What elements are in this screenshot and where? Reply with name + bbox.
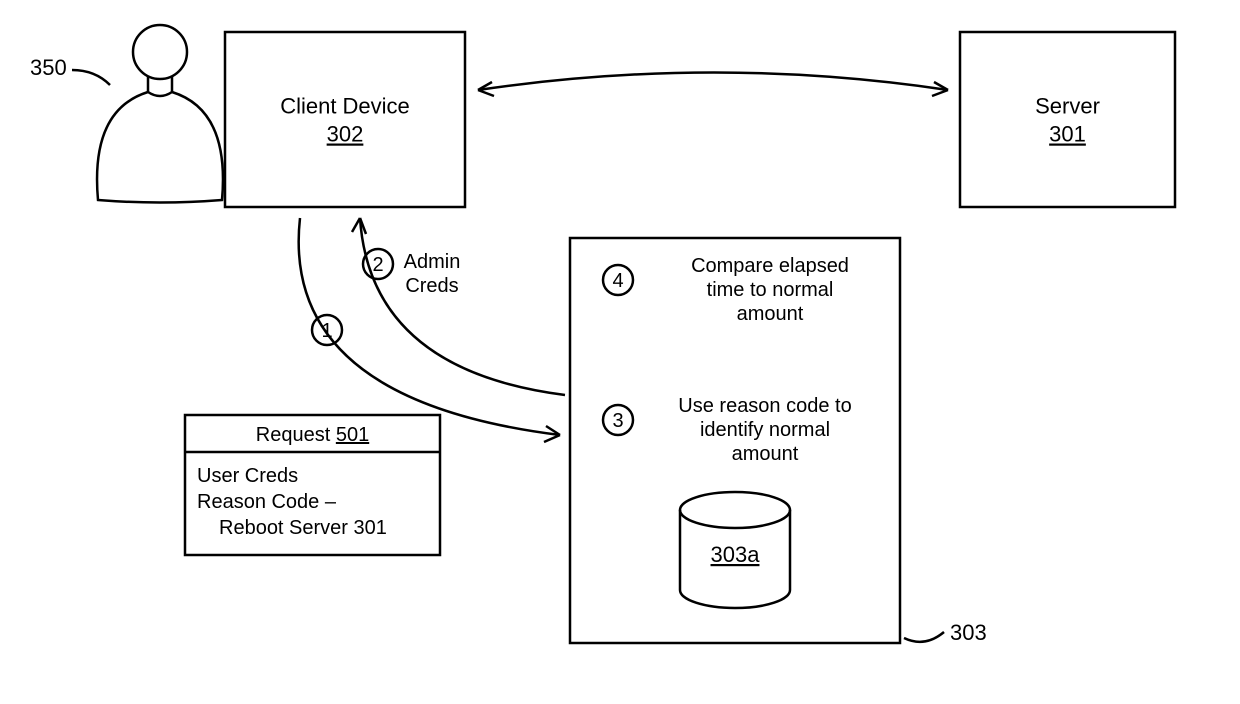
step-3: 3 Use reason code to identify normal amo…: [603, 395, 852, 465]
step-3-line1: Use reason code to: [678, 395, 851, 417]
user-head: [133, 25, 187, 79]
server-rect: [960, 32, 1175, 207]
server-box: Server 301: [960, 32, 1175, 207]
step-3-line2: identify normal: [700, 419, 830, 441]
user-body: [97, 92, 223, 203]
step-4-line3: amount: [737, 303, 804, 325]
step-3-num: 3: [612, 410, 623, 432]
request-line3: Reboot Server 301: [219, 517, 387, 539]
step-2-num: 2: [372, 254, 383, 276]
step-2-line1: Admin: [404, 251, 461, 273]
database-cylinder-icon: 303a: [680, 492, 790, 608]
cylinder-top: [680, 492, 790, 528]
request-title-prefix: Request: [256, 424, 336, 446]
request-line2: Reason Code –: [197, 491, 337, 513]
top-arrow-path: [478, 73, 948, 91]
arrow-response: [352, 218, 565, 395]
client-rect: [225, 32, 465, 207]
client-server-arrow: [478, 73, 948, 97]
user-leader: [72, 70, 110, 85]
step-4-num: 4: [612, 270, 623, 292]
step-3-line3: amount: [732, 443, 799, 465]
processor-leader: [904, 632, 944, 642]
arrow2-path: [360, 218, 565, 395]
server-id: 301: [1049, 122, 1086, 147]
step-4-line1: Compare elapsed: [691, 255, 849, 277]
step-4-line2: time to normal: [707, 279, 834, 301]
server-title: Server: [1035, 94, 1100, 119]
request-line1: User Creds: [197, 465, 298, 487]
request-box: Request 501 User Creds Reason Code – Reb…: [185, 415, 440, 555]
cylinder-id: 303a: [711, 542, 761, 567]
request-title: Request 501: [256, 424, 369, 446]
step-2-line2: Creds: [405, 275, 458, 297]
client-device-box: Client Device 302: [225, 32, 465, 207]
user-ref-label: 350: [30, 55, 67, 80]
client-id: 302: [327, 122, 364, 147]
processor-ref-label: 303: [950, 620, 987, 645]
request-title-id: 501: [336, 424, 369, 446]
step-4: 4 Compare elapsed time to normal amount: [603, 255, 849, 325]
arrow2-head: [352, 218, 366, 234]
client-title: Client Device: [280, 94, 410, 119]
user-icon: 350: [30, 25, 223, 203]
